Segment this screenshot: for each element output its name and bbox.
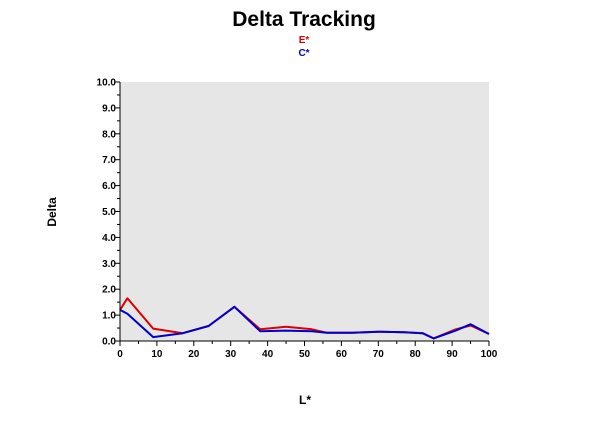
x-tick-label: 60 [336, 349, 348, 360]
x-tick-label: 90 [447, 349, 459, 360]
x-tick-label: 20 [188, 349, 200, 360]
x-tick-label: 30 [225, 349, 237, 360]
x-tick-label: 0 [117, 349, 123, 360]
y-tick-label: 10.0 [97, 78, 117, 89]
y-tick-label: 7.0 [102, 155, 116, 166]
y-tick-label: 9.0 [102, 103, 116, 114]
x-tick-label: 100 [481, 349, 498, 360]
y-tick-label: 4.0 [102, 233, 116, 244]
x-tick-label: 50 [299, 349, 311, 360]
legend: E* C* [298, 35, 309, 59]
x-tick-label: 70 [373, 349, 385, 360]
legend-entry-0: E* [299, 35, 310, 46]
y-tick-label: 2.0 [102, 285, 116, 296]
plot-area [120, 82, 489, 341]
chart-title: Delta Tracking [232, 8, 376, 31]
x-tick-label: 10 [151, 349, 163, 360]
y-axis-label: Delta [45, 197, 59, 227]
x-axis-label: L* [299, 393, 311, 407]
ticks-layer: 0.0 1.0 2.0 3.0 4.0 5.0 6.0 7.0 8.0 9.0 10.0 0 10 20 3… [97, 78, 498, 361]
series-layer [119, 297, 490, 340]
x-tick-label: 40 [262, 349, 274, 360]
legend-entry-1: C* [298, 48, 309, 59]
y-tick-label: 6.0 [102, 181, 116, 192]
series-line-1 [119, 305, 490, 340]
y-tick-label: 1.0 [102, 311, 116, 322]
x-tick-label: 80 [410, 349, 422, 360]
y-tick-label: 8.0 [102, 129, 116, 140]
y-tick-label: 3.0 [102, 259, 116, 270]
y-tick-label: 0.0 [102, 337, 116, 348]
y-tick-label: 5.0 [102, 207, 116, 218]
